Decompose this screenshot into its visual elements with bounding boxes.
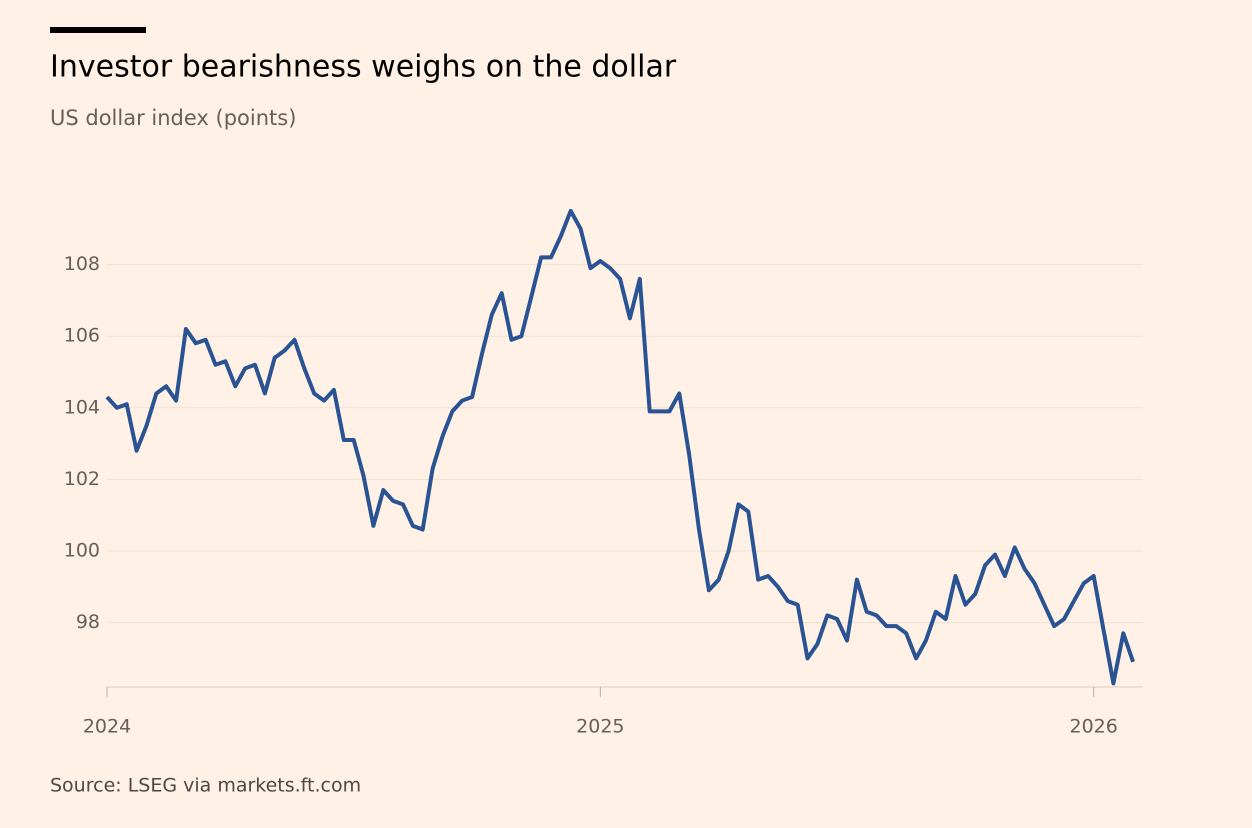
- y-tick-label: 98: [76, 611, 100, 633]
- chart-subtitle: US dollar index (points): [50, 106, 296, 130]
- y-tick-label: 102: [64, 468, 100, 490]
- x-tick-label: 2026: [1069, 716, 1117, 738]
- x-tick-label: 2024: [83, 716, 131, 738]
- title-bar: [50, 27, 146, 33]
- y-tick-label: 100: [64, 539, 100, 561]
- y-tick-label: 104: [64, 396, 100, 418]
- x-tick-label: 2025: [576, 716, 624, 738]
- source-note: Source: LSEG via markets.ft.com: [50, 775, 361, 797]
- chart-title: Investor bearishness weighs on the dolla…: [50, 50, 677, 85]
- price-line: [105, 208, 1135, 686]
- y-tick-label: 106: [64, 325, 100, 347]
- y-tick-label: 108: [64, 253, 100, 275]
